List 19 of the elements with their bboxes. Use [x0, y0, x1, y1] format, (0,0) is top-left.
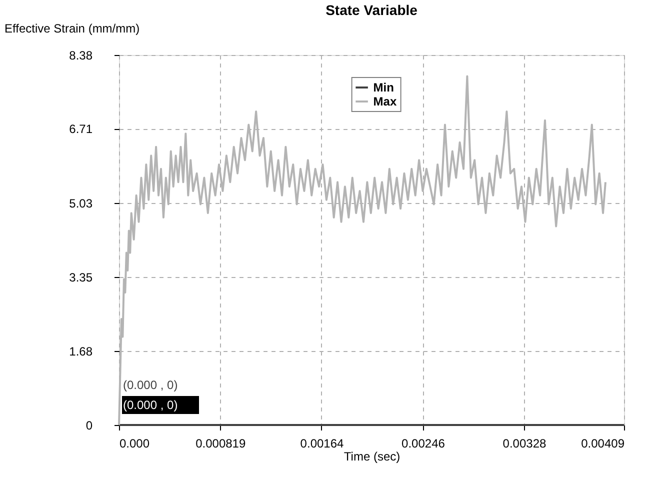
legend-label: Min: [373, 80, 394, 94]
x-tick-label: 0.00246: [402, 436, 446, 450]
x-tick-label: 0.000: [120, 436, 150, 450]
chart-title: State Variable: [326, 2, 418, 18]
x-axis-title: Time (sec): [344, 450, 400, 464]
annotation: (0.000 , 0): [123, 378, 178, 392]
y-tick-label: 3.35: [69, 270, 93, 285]
x-tick-label: 0.00164: [300, 436, 344, 450]
y-axis-title: Effective Strain (mm/mm): [4, 22, 140, 36]
legend-label: Max: [373, 94, 397, 108]
x-tick-label: 0.00409: [581, 436, 625, 450]
y-tick-label: 5.03: [69, 196, 93, 210]
x-tick-label: 0.00328: [502, 436, 546, 450]
annotation: (0.000 , 0): [123, 398, 178, 412]
y-tick-label: 6.71: [69, 122, 93, 136]
y-tick-label: 8.38: [69, 48, 93, 62]
y-tick-label: 0: [86, 418, 93, 432]
x-tick-label: 0.000819: [196, 436, 246, 450]
y-tick-label: 1.68: [69, 344, 93, 358]
